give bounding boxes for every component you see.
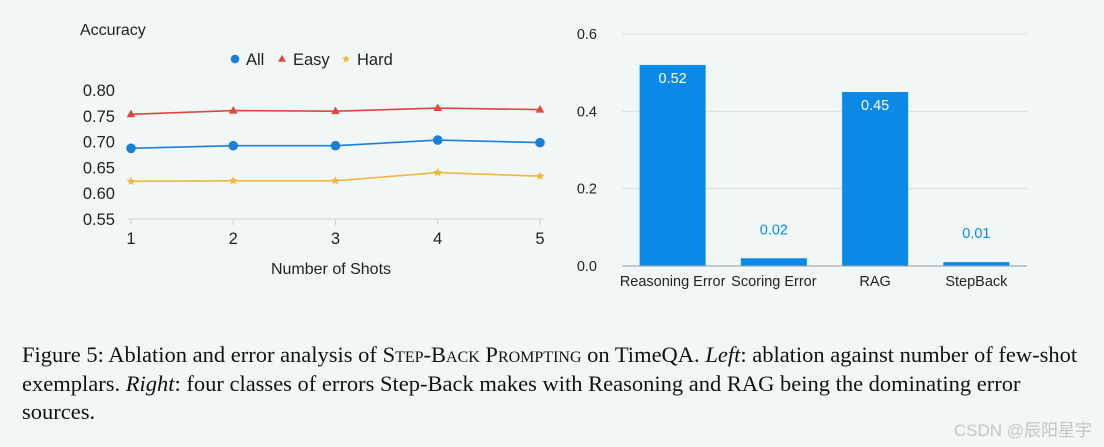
line-point-easy [535, 105, 545, 113]
line-chart-legend: All Easy Hard [230, 51, 393, 69]
line-chart-y-tick-label: 0.55 [83, 211, 115, 229]
line-point-hard [228, 176, 238, 185]
line-point-all [330, 140, 341, 151]
caption-left-text: : ablation against number of few-shot ex… [22, 342, 1078, 396]
caption-right-label: Right [125, 370, 175, 396]
legend-marker-easy [278, 54, 286, 62]
line-point-easy [433, 103, 443, 112]
legend-marker-all [230, 54, 240, 64]
line-chart-y-tick-label: 0.75 [83, 108, 115, 126]
bar-chart-bars: 0.52 0.02 0.45 0.01 [639, 64, 1010, 266]
line-chart-y-tick-label: 0.70 [83, 134, 115, 152]
line-chart-x-tick-label: 4 [433, 230, 442, 248]
bar-chart-y-tick-label: 0.2 [577, 182, 597, 198]
bar-stepback [943, 262, 1010, 266]
line-chart-x-ticks: 1 2 3 4 5 [126, 219, 545, 248]
bar-chart: 0.0 0.2 0.4 0.6 0.52 0.02 0.45 0.01 Reasoning … [577, 27, 1027, 290]
line-point-all [535, 137, 545, 148]
bar-value-label: 0.02 [760, 222, 788, 238]
bar-chart-category-label: Reasoning Error [620, 274, 726, 290]
bar-value-label: 0.52 [659, 71, 687, 87]
line-point-easy [331, 106, 340, 115]
caption-figure-label: Figure 5: Ablation and error analysis of [22, 342, 383, 367]
bar-chart-category-label: RAG [859, 274, 890, 290]
line-point-easy [126, 109, 136, 118]
line-chart-y-tick-label: 0.60 [83, 185, 115, 203]
bar-rag [842, 92, 909, 266]
bar-chart-x-ticks: Reasoning Error Scoring Error RAG StepBack [620, 274, 1008, 290]
caption-left-label: Left [705, 342, 741, 367]
legend-label-hard: Hard [357, 51, 393, 69]
line-chart-series-group [126, 103, 545, 186]
legend-marker-hard [342, 54, 350, 63]
line-chart-x-axis-label: Number of Shots [271, 261, 391, 278]
bar-value-label: 0.45 [861, 98, 889, 114]
line-chart-y-tick-label: 0.65 [83, 159, 115, 177]
caption-right-text: : four classes of errors Step-Back makes… [22, 370, 1021, 425]
line-chart-x-tick-label: 3 [331, 230, 340, 248]
bar-value-label: 0.01 [962, 226, 990, 242]
line-point-easy [228, 106, 238, 114]
legend-label-all: All [246, 51, 264, 69]
line-point-all [126, 143, 136, 154]
watermark: CSDN @辰阳星宇 [953, 421, 1092, 440]
caption-dataset: on TimeQA. [581, 342, 706, 367]
bar-chart-y-ticks: 0.0 0.2 0.4 0.6 [577, 27, 597, 275]
line-chart-y-ticks: 0.55 0.60 0.65 0.70 0.75 0.80 [83, 82, 115, 229]
figure-caption: Figure 5: Ablation and error analysis of… [22, 341, 1088, 427]
legend-label-easy: Easy [293, 51, 330, 69]
bar-reasoning-error [639, 64, 706, 266]
bar-chart-category-label: StepBack [945, 274, 1008, 290]
line-point-all [228, 140, 239, 151]
line-chart: Accuracy All Easy Hard 0.55 0.60 0.65 0.70 0.7… [80, 22, 545, 278]
line-chart-x-tick-label: 5 [535, 230, 544, 248]
figure-charts: Accuracy All Easy Hard 0.550.600.650.700.7… [80, 22, 1027, 290]
line-chart-y-tick-label: 0.80 [83, 82, 115, 100]
line-chart-x-tick-label: 1 [126, 230, 135, 248]
line-point-hard [433, 167, 443, 177]
line-point-hard [126, 176, 136, 186]
bar-chart-y-tick-label: 0.4 [577, 104, 597, 120]
line-chart-y-axis-label: Accuracy [80, 22, 146, 39]
bar-scoring-error [740, 258, 807, 266]
line-point-hard [331, 176, 340, 185]
line-point-all [432, 135, 443, 145]
line-point-hard [535, 171, 545, 180]
caption-method-name: Step-Back Prompting [382, 342, 582, 367]
bar-chart-y-tick-label: 0.0 [577, 259, 597, 275]
line-chart-x-tick-label: 2 [229, 230, 238, 248]
bar-chart-category-label: Scoring Error [731, 274, 817, 290]
bar-chart-y-tick-label: 0.6 [577, 27, 597, 43]
